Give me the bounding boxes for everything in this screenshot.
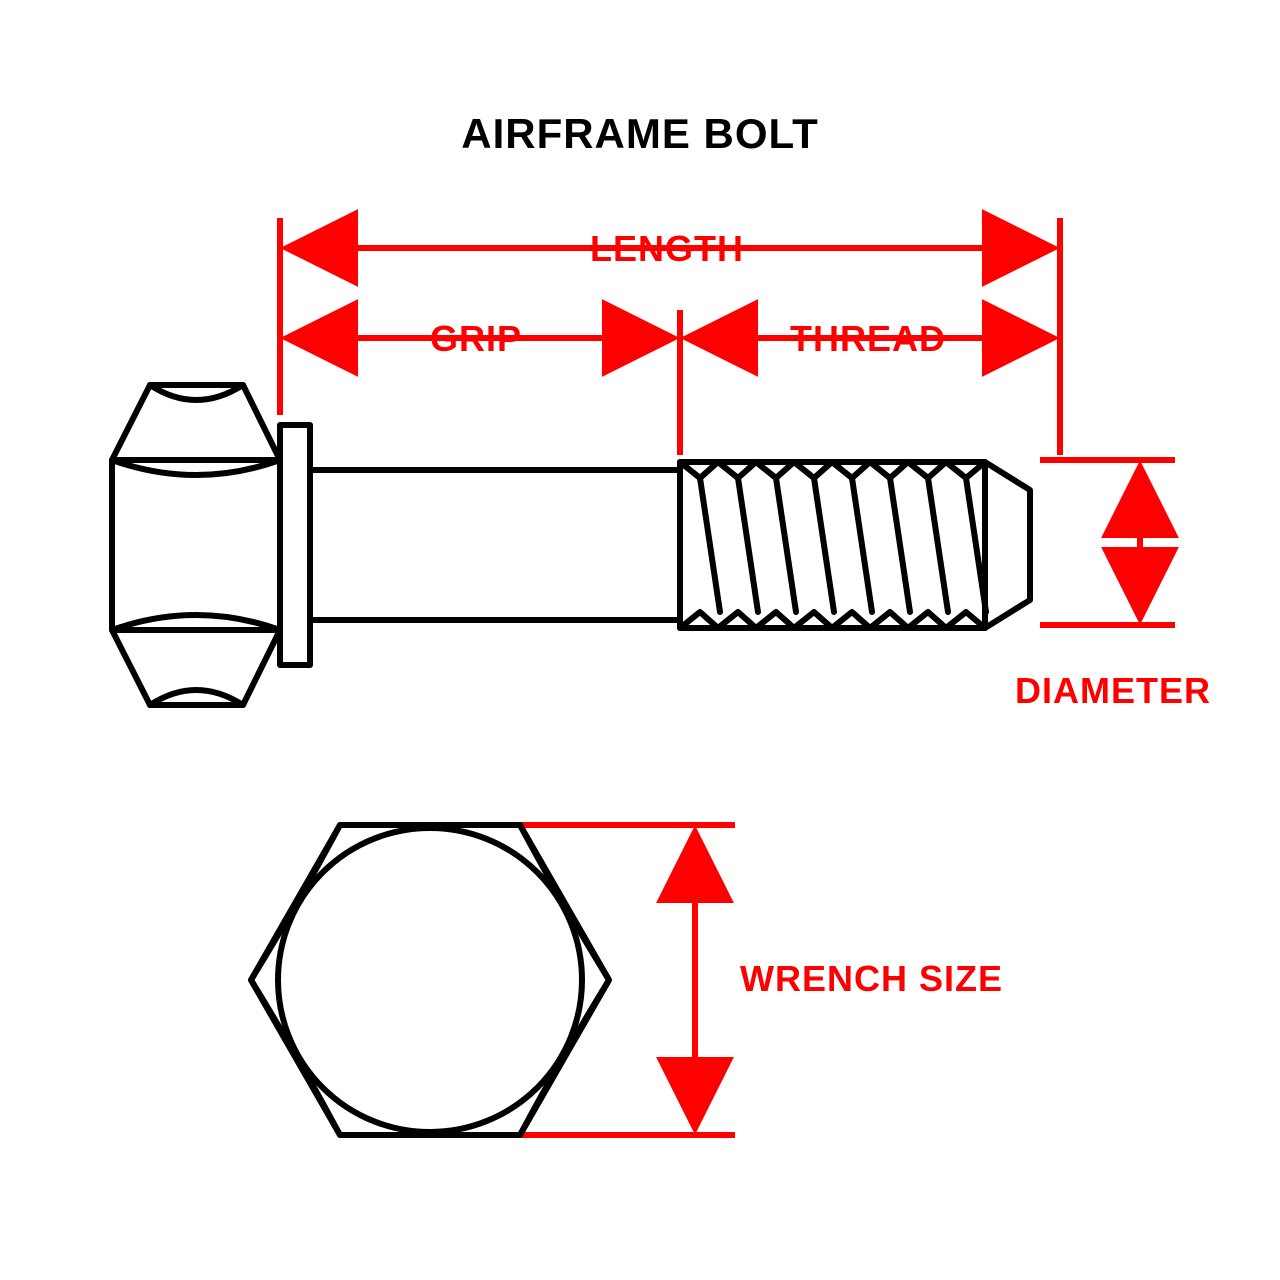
grip-label: GRIP	[430, 318, 522, 360]
length-label: LENGTH	[590, 228, 744, 270]
thread-label: THREAD	[790, 318, 946, 360]
bolt-diagram	[0, 0, 1280, 1280]
hex-top-view	[251, 825, 609, 1135]
diagram-title: AIRFRAME BOLT	[461, 110, 819, 158]
diameter-label: DIAMETER	[1015, 670, 1211, 712]
bolt-side-view	[112, 385, 1030, 705]
wrench-size-label: WRENCH SIZE	[740, 958, 1003, 1000]
